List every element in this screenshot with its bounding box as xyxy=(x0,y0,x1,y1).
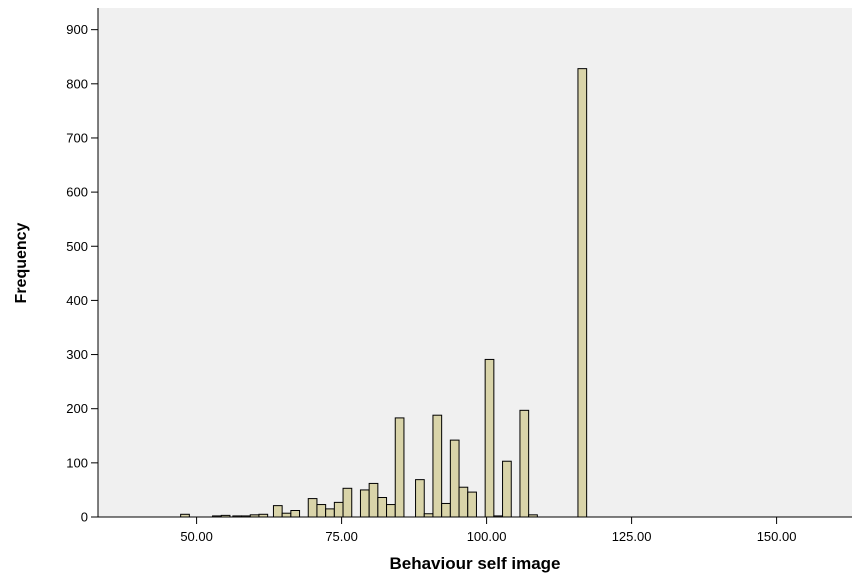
x-axis-title: Behaviour self image xyxy=(389,554,560,573)
x-tick-label: 150.00 xyxy=(757,529,797,544)
x-tick-label: 75.00 xyxy=(325,529,358,544)
y-tick-label: 900 xyxy=(66,22,88,37)
histogram-bar-16 xyxy=(368,482,379,518)
histogram-bar-13 xyxy=(333,501,344,518)
histogram-bar-24 xyxy=(449,439,460,518)
y-tick-label: 100 xyxy=(66,455,88,470)
y-tick-label: 0 xyxy=(81,510,88,525)
histogram-bar-32 xyxy=(577,68,588,518)
y-tick-label: 700 xyxy=(66,130,88,145)
x-tick-label: 100.00 xyxy=(467,529,507,544)
y-tick-label: 600 xyxy=(66,185,88,200)
histogram-bar-10 xyxy=(307,498,318,518)
y-axis-title: Frequency xyxy=(13,222,30,303)
histogram-bar-30 xyxy=(519,409,530,518)
histogram-bar-23 xyxy=(441,502,451,518)
histogram-bar-29 xyxy=(502,460,512,518)
y-tick-label: 200 xyxy=(66,401,88,416)
histogram-bar-22 xyxy=(432,414,443,518)
histogram-bar-18 xyxy=(386,504,396,518)
x-ticks: 50.00 75.00 100.00 125.00 150.00 xyxy=(180,517,796,544)
y-tick-label: 800 xyxy=(66,76,88,91)
histogram-bar-19 xyxy=(394,417,405,518)
histogram-bar-9 xyxy=(290,510,301,518)
y-ticks: 0 100 200 300 400 500 600 700 800 900 xyxy=(66,22,98,525)
y-tick-label: 500 xyxy=(66,239,88,254)
x-tick-label: 125.00 xyxy=(612,529,652,544)
histogram-bar-14 xyxy=(342,487,353,518)
histogram-bar-25 xyxy=(458,486,469,518)
y-tick-label: 300 xyxy=(66,347,88,362)
histogram-bar-26 xyxy=(467,491,477,518)
bars-layer xyxy=(180,68,588,518)
histogram-bar-12 xyxy=(325,508,335,518)
histogram-bar-7 xyxy=(272,505,283,518)
histogram-bar-27 xyxy=(484,358,495,518)
histogram-bar-8 xyxy=(281,512,292,518)
plot-area xyxy=(98,8,852,517)
y-tick-label: 400 xyxy=(66,293,88,308)
x-tick-label: 50.00 xyxy=(180,529,213,544)
histogram-bar-15 xyxy=(359,489,370,518)
histogram-bar-11 xyxy=(316,504,327,518)
histogram-bar-20 xyxy=(415,479,425,518)
histogram-bar-17 xyxy=(377,497,388,518)
